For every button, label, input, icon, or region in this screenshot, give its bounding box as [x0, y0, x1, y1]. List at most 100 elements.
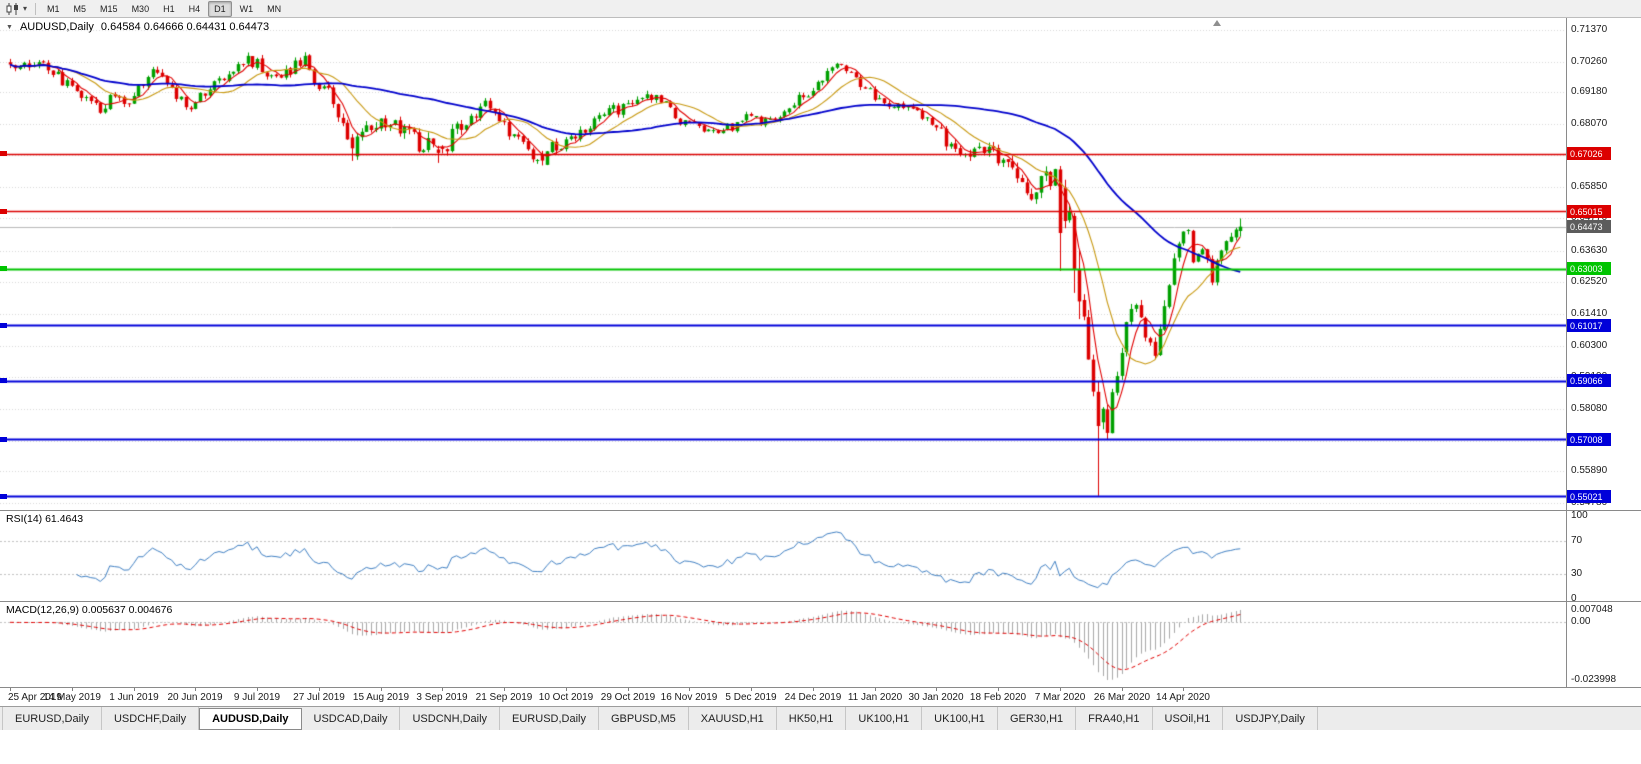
macd-axis-label: -0.023998 [1571, 674, 1617, 685]
date-tick [72, 688, 73, 691]
price-chart-canvas[interactable] [0, 18, 1566, 688]
rsi-indicator-label: RSI(14) 61.4643 [6, 513, 84, 525]
candlestick-icon [6, 2, 18, 15]
level-left-marker[interactable] [0, 436, 7, 442]
date-label: 14 Apr 2020 [1156, 692, 1210, 703]
level-left-marker[interactable] [0, 266, 7, 272]
date-label: 10 Oct 2019 [538, 692, 594, 703]
chart-tab-uk100-h1[interactable]: UK100,H1 [922, 707, 998, 730]
chart-symbol-label: AUDUSD,Daily [19, 21, 94, 33]
chart-tab-usoil-h1[interactable]: USOil,H1 [1153, 707, 1224, 730]
level-left-marker[interactable] [0, 378, 7, 384]
price-axis-label: 0.61410 [1571, 307, 1608, 319]
price-axis-label: 0.63630 [1571, 244, 1608, 256]
price-axis-label: 0.70260 [1571, 55, 1608, 67]
chart-tab-xauusd-h1[interactable]: XAUUSD,H1 [689, 707, 777, 730]
date-label: 14 May 2019 [43, 692, 101, 703]
level-price-badge: 0.55021 [1567, 489, 1611, 503]
rsi-axis-label: 0 [1571, 593, 1577, 604]
date-label: 26 Mar 2020 [1093, 692, 1151, 703]
level-price-badge: 0.67026 [1567, 147, 1611, 161]
date-label: 11 Jan 2020 [847, 692, 903, 703]
date-tick [504, 688, 505, 691]
chart-tab-uk100-h1[interactable]: UK100,H1 [846, 707, 923, 730]
chart-tab-usdcnh-daily[interactable]: USDCNH,Daily [400, 707, 501, 730]
chart-tab-eurusd-daily[interactable]: EURUSD,Daily [500, 707, 599, 730]
date-tick [442, 688, 443, 691]
pane-separator [0, 687, 1641, 688]
timeframe-button-m15[interactable]: M15 [100, 3, 118, 14]
date-label: 5 Dec 2019 [725, 692, 777, 703]
chart-tab-fra40-h1[interactable]: FRA40,H1 [1076, 707, 1153, 730]
price-axis-label: 0.55890 [1571, 465, 1608, 477]
date-label: 20 Jun 2019 [167, 692, 223, 703]
date-label: 3 Sep 2019 [416, 692, 468, 703]
timeframe-button-h1[interactable]: H1 [163, 3, 175, 14]
dropdown-caret-icon: ▾ [23, 3, 28, 13]
price-axis-label: 0.60300 [1571, 339, 1608, 351]
collapse-icon[interactable]: ▼ [6, 23, 13, 31]
date-tick [628, 688, 629, 691]
level-price-badge: 0.57008 [1567, 432, 1611, 446]
price-axis-label: 0.71370 [1571, 24, 1608, 35]
window-bottom-space [0, 730, 1641, 764]
date-tick [195, 688, 196, 691]
date-label: 24 Dec 2019 [784, 692, 842, 703]
timeframe-button-m30[interactable]: M30 [131, 3, 150, 14]
timeframe-toolbar: ▾ M1 M5 M15 M30 H1 H4 D1 W1 MN [0, 0, 1641, 18]
price-scale[interactable]: 0.713700.702600.691800.680700.669900.658… [1566, 18, 1641, 688]
chart-tab-usdjpy-daily[interactable]: USDJPY,Daily [1223, 707, 1318, 730]
price-axis-label: 0.65850 [1571, 181, 1608, 193]
date-tick [566, 688, 567, 691]
time-axis[interactable]: 25 Apr 2019 14 May 2019 1 Jun 2019 20 Jun 2… [0, 688, 1641, 706]
timeframe-button-h4[interactable]: H4 [188, 3, 201, 14]
chart-type-icon[interactable]: ▾ [3, 1, 30, 17]
level-left-marker[interactable] [0, 322, 7, 328]
rsi-axis-label: 70 [1571, 534, 1583, 546]
level-price-badge: 0.59066 [1567, 374, 1611, 388]
date-label: 29 Oct 2019 [600, 692, 656, 703]
timeframe-buttons-group: M1 M5 M15 M30 H1 H4 D1 W1 MN [41, 0, 289, 17]
date-tick [1122, 688, 1123, 691]
timeframe-button-d1[interactable]: D1 [208, 0, 232, 17]
price-axis-label: 0.58080 [1571, 402, 1608, 414]
rsi-axis-label: 30 [1571, 568, 1583, 580]
chart-tab-audusd-daily[interactable]: AUDUSD,Daily [199, 708, 302, 730]
chart-tab-usdcad-daily[interactable]: USDCAD,Daily [302, 707, 401, 730]
date-tick [1060, 688, 1061, 691]
date-label: 25 Apr 2019 [8, 692, 62, 703]
chart-tabs-bar: EURUSD,Daily USDCHF,Daily AUDUSD,Daily USDC… [0, 706, 1641, 730]
date-label: 21 Sep 2019 [475, 692, 533, 703]
chart-tab-hk50-h1[interactable]: HK50,H1 [777, 707, 847, 730]
price-axis-label: 0.62520 [1571, 276, 1608, 288]
level-price-badge: 0.63003 [1567, 262, 1611, 276]
level-price-badge: 0.61017 [1567, 318, 1611, 332]
chart-shift-marker [1213, 20, 1221, 26]
date-tick [319, 688, 320, 691]
level-left-marker[interactable] [0, 151, 7, 157]
chart-tab-gbpusd-m5[interactable]: GBPUSD,M5 [599, 707, 689, 730]
chart-tab-eurusd-daily[interactable]: EURUSD,Daily [2, 707, 102, 730]
date-label: 9 Jul 2019 [233, 692, 281, 703]
date-tick [998, 688, 999, 691]
date-label: 16 Nov 2019 [660, 692, 718, 703]
timeframe-button-m5[interactable]: M5 [73, 3, 87, 14]
current-price-badge: 0.64473 [1567, 220, 1611, 234]
date-tick [813, 688, 814, 691]
pane-separator[interactable] [0, 510, 1641, 511]
toolbar-separator [35, 2, 37, 15]
timeframe-button-m1[interactable]: M1 [47, 3, 60, 14]
date-label: 7 Mar 2020 [1034, 692, 1086, 703]
date-label: 15 Aug 2019 [352, 692, 410, 703]
chart-tab-usdchf-daily[interactable]: USDCHF,Daily [102, 707, 200, 730]
pane-separator[interactable] [0, 601, 1641, 602]
macd-indicator-label: MACD(12,26,9) 0.005637 0.004676 [6, 604, 173, 616]
level-left-marker[interactable] [0, 208, 7, 214]
timeframe-button-mn[interactable]: MN [267, 3, 282, 14]
date-tick [875, 688, 876, 691]
chart-tab-ger30-h1[interactable]: GER30,H1 [998, 707, 1077, 730]
level-left-marker[interactable] [0, 493, 7, 499]
timeframe-button-w1[interactable]: W1 [239, 3, 254, 14]
chart-ohlc-values: 0.64584 0.64666 0.64431 0.64473 [100, 21, 270, 33]
